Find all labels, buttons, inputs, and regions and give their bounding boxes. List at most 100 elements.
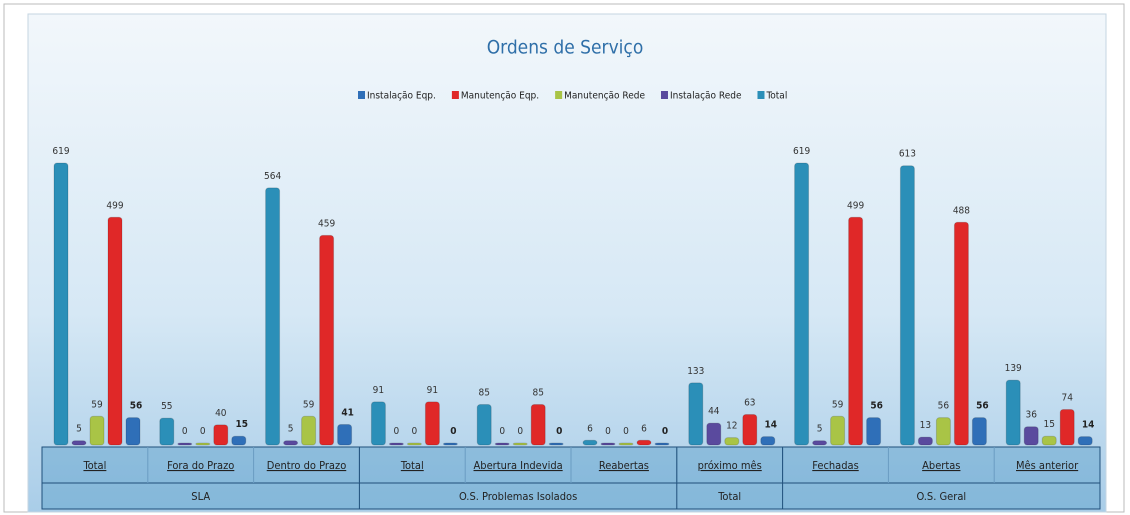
data-label: 0: [662, 426, 668, 437]
bar: [337, 423, 353, 446]
bar: [600, 442, 616, 446]
bar: [848, 216, 864, 446]
bar: [177, 442, 193, 446]
data-label: 15: [1043, 419, 1054, 430]
data-label: 6: [587, 423, 593, 434]
data-label: 0: [412, 426, 418, 437]
bar: [53, 162, 69, 446]
data-label: 0: [517, 426, 523, 437]
bar: [319, 234, 335, 446]
data-label: 0: [556, 426, 562, 437]
chart-area: [27, 13, 1107, 513]
data-label: 74: [1061, 393, 1073, 404]
data-label: 56: [976, 401, 989, 412]
bar: [512, 442, 528, 446]
legend-label: Manutenção Rede: [564, 91, 645, 102]
data-label: 5: [76, 424, 82, 435]
data-label: 133: [687, 366, 704, 377]
data-label: 85: [532, 388, 543, 399]
data-label: 56: [938, 401, 950, 412]
data-label: 488: [953, 205, 970, 216]
data-label: 499: [847, 200, 864, 211]
bar: [618, 442, 634, 446]
bar: [195, 442, 211, 446]
category-label: Total: [400, 459, 424, 472]
bar: [71, 440, 87, 446]
bar: [760, 436, 776, 446]
data-label: 40: [215, 408, 227, 419]
data-label: 13: [920, 420, 931, 431]
bar: [688, 382, 704, 446]
bar: [1059, 409, 1075, 446]
data-label: 59: [303, 399, 315, 410]
data-label: 44: [708, 406, 720, 417]
data-label: 85: [478, 388, 489, 399]
data-label: 91: [373, 385, 384, 396]
bar: [159, 417, 175, 446]
bar: [582, 439, 598, 446]
data-label: 55: [161, 401, 172, 412]
bar: [935, 417, 951, 446]
legend-label: Instalação Eqp.: [367, 91, 436, 102]
data-label: 91: [427, 385, 438, 396]
legend-swatch: [757, 91, 765, 99]
data-label: 59: [832, 399, 844, 410]
legend-swatch: [660, 91, 668, 99]
data-label: 56: [130, 401, 143, 412]
bar: [830, 415, 846, 446]
bar: [899, 165, 915, 446]
bar: [301, 415, 317, 446]
data-label: 0: [182, 426, 188, 437]
bar: [742, 414, 758, 446]
bar: [530, 404, 546, 446]
bar: [370, 401, 386, 446]
category-label: Mês anterior: [1016, 459, 1079, 472]
bar: [89, 415, 105, 446]
bar: [476, 404, 492, 446]
bar: [1005, 379, 1021, 446]
bar: [388, 442, 404, 446]
bar: [265, 187, 281, 446]
category-label: Dentro do Prazo: [267, 459, 347, 472]
bar: [636, 439, 652, 446]
bar: [724, 437, 740, 446]
bar: [654, 442, 670, 446]
legend-swatch: [555, 91, 563, 99]
chart-title: Ordens de Serviço: [487, 37, 644, 59]
category-label: Reabertas: [599, 459, 649, 472]
data-label: 564: [264, 171, 281, 182]
bar: [971, 417, 987, 446]
data-label: 139: [1005, 363, 1022, 374]
data-label: 5: [817, 424, 823, 435]
bar: [794, 162, 810, 446]
data-label: 613: [899, 149, 916, 160]
legend-swatch: [358, 91, 365, 99]
category-label: Abertura Indevida: [474, 459, 563, 472]
bar: [231, 435, 247, 446]
group-label: O.S. Problemas Isolados: [459, 490, 577, 503]
data-label: 0: [499, 426, 505, 437]
group-label: O.S. Geral: [916, 490, 966, 503]
data-label: 14: [1082, 420, 1095, 431]
group-label: SLA: [191, 490, 210, 503]
data-label: 14: [765, 420, 778, 431]
data-label: 6: [641, 423, 647, 434]
bar: [283, 440, 299, 446]
legend-label: Manutenção Eqp.: [461, 91, 539, 102]
bar: [1077, 436, 1093, 446]
category-label: Fechadas: [812, 459, 858, 472]
data-label: 0: [623, 426, 629, 437]
data-label: 0: [394, 426, 400, 437]
bar: [213, 424, 229, 446]
bar: [548, 442, 564, 446]
bar: [1041, 435, 1057, 446]
data-label: 619: [793, 146, 810, 157]
data-label: 5: [288, 424, 294, 435]
legend-label: Total: [765, 91, 787, 102]
data-label: 41: [341, 407, 354, 418]
bar: [125, 417, 141, 446]
data-label: 12: [726, 421, 737, 432]
data-label: 15: [236, 419, 249, 430]
data-label: 0: [450, 426, 456, 437]
category-label: Total: [82, 459, 106, 472]
